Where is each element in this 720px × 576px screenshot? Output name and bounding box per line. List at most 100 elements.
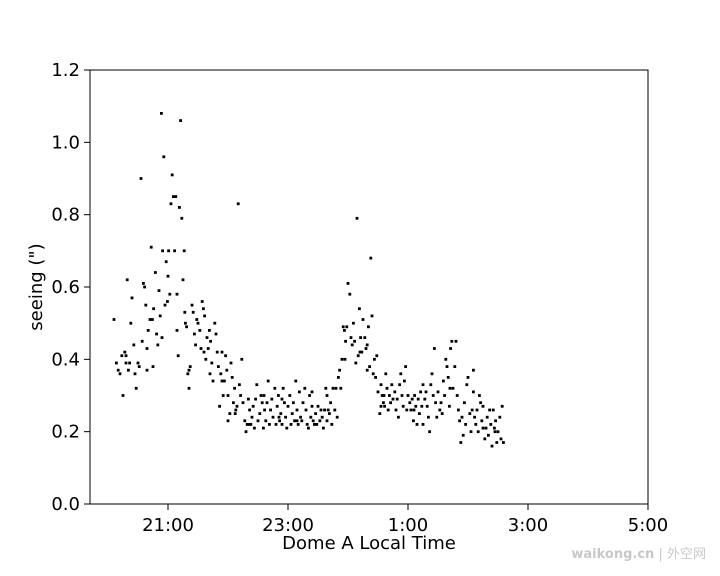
data-point [493,426,496,430]
y-tick-label: 0.0 [51,494,80,515]
data-point [457,408,460,412]
data-point [277,394,280,397]
data-point [298,390,301,394]
data-point [223,379,226,383]
data-point [371,372,375,376]
x-axis-label: Dome A Local Time [282,533,456,554]
data-point [412,408,416,412]
data-point [169,202,173,206]
data-point [143,285,146,289]
y-tick-label: 0.4 [51,349,80,370]
data-point [266,379,270,383]
data-point [361,318,365,321]
data-point [423,397,427,401]
data-point [167,249,170,253]
data-point [115,361,118,365]
data-point [480,419,484,423]
data-point [481,404,485,408]
data-point [125,278,129,282]
data-point [226,419,230,423]
plot-area-frame [89,69,649,505]
data-point [314,412,317,415]
data-point [413,394,416,397]
data-point [479,401,482,405]
data-point [132,343,136,347]
data-point [140,339,144,343]
data-point [292,401,295,405]
data-point [368,365,371,368]
data-point [277,415,281,419]
data-point [239,394,242,397]
data-point [156,343,160,347]
data-point [496,430,500,434]
data-point [400,394,404,397]
data-point [450,339,454,343]
data-point [264,419,268,423]
data-point [145,368,149,372]
data-point [301,401,305,405]
y-axis-label: seeing (") [26,243,47,330]
data-point [158,314,162,318]
data-point [401,404,405,408]
data-point [478,394,481,397]
data-point [385,386,389,390]
data-point [358,350,362,354]
data-point [331,386,335,390]
data-point [268,423,271,426]
data-point [388,394,391,397]
data-point [394,408,398,412]
data-point [390,383,394,387]
data-point [382,401,385,405]
data-point [116,368,120,372]
data-point [124,354,128,358]
data-point [304,408,308,412]
data-point [445,365,449,368]
data-point [168,292,172,296]
data-point [308,394,311,397]
data-point [244,430,248,434]
data-point [249,423,253,426]
data-point [446,376,450,379]
data-point [438,408,442,412]
data-point [356,354,360,358]
data-point [226,394,230,397]
data-point [148,318,152,321]
data-point [220,350,224,354]
data-point [425,404,429,408]
data-point [229,361,233,365]
data-point [378,412,382,415]
data-point [290,412,294,415]
data-point [295,419,299,423]
data-point [208,372,212,376]
data-point [174,195,178,198]
data-point [163,303,167,307]
data-point [386,408,390,412]
data-point [217,365,220,368]
data-point [395,397,399,401]
data-point [330,423,334,426]
data-point [476,430,480,434]
data-point [182,249,186,253]
data-point [323,408,326,412]
data-point [453,365,457,368]
data-point [343,329,346,332]
data-point [199,347,203,350]
data-point [365,368,369,372]
data-point [465,383,469,387]
data-point [284,415,287,419]
data-point [383,404,386,408]
data-point [184,321,187,325]
data-point [151,318,154,321]
data-point [206,347,210,350]
data-point [186,372,190,376]
data-point [145,347,149,350]
data-point [379,404,383,408]
data-point [481,426,485,430]
data-point [305,423,309,426]
data-point [178,206,181,209]
data-point [142,282,145,285]
data-point [458,419,461,423]
data-point [364,347,368,350]
data-point [296,423,300,426]
